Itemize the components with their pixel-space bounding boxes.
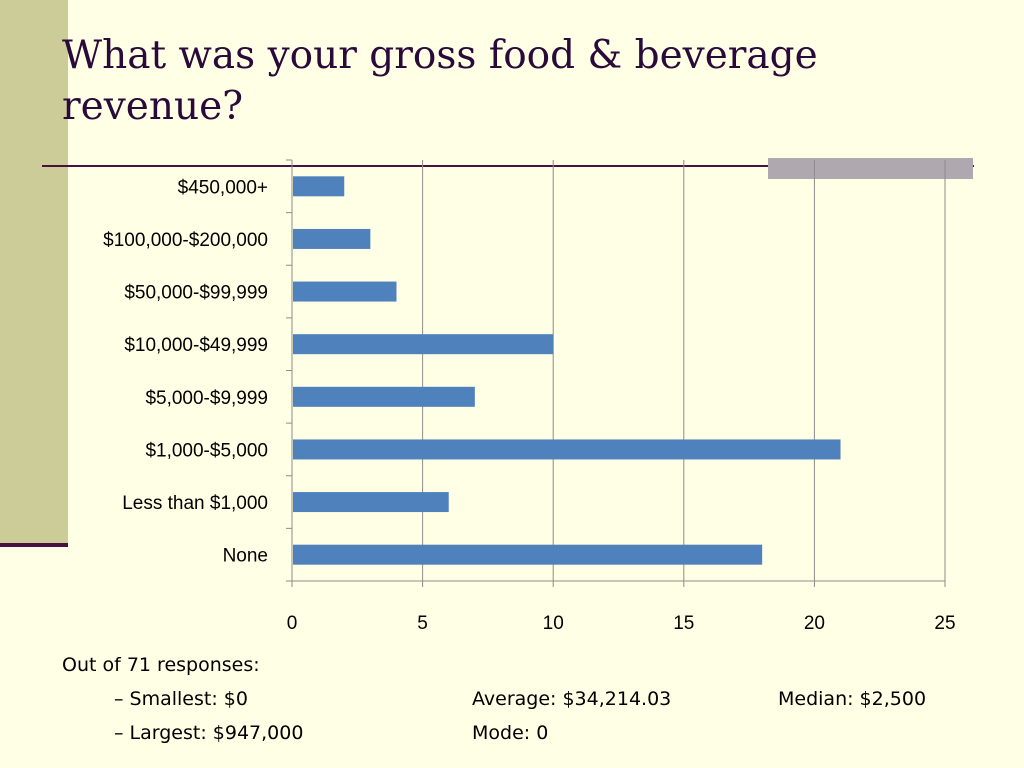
category-label-2: $50,000-$99,999 — [124, 283, 268, 304]
stat-mode: Mode: 0 — [472, 722, 549, 744]
x-tick-label-0: 0 — [287, 613, 298, 634]
bar-0 — [293, 176, 345, 197]
bar-2 — [293, 281, 397, 302]
bar-6 — [293, 492, 449, 513]
bar-4 — [293, 386, 475, 407]
bar-5 — [293, 439, 841, 460]
stat-smallest: – Smallest: $0 — [114, 688, 248, 710]
x-tick-label-1: 5 — [417, 613, 428, 634]
category-label-4: $5,000-$9,999 — [145, 388, 268, 409]
x-tick-label-2: 10 — [543, 613, 564, 634]
bar-1 — [293, 228, 371, 249]
category-label-6: Less than $1,000 — [122, 493, 268, 514]
category-label-5: $1,000-$5,000 — [145, 440, 268, 461]
stat-average: Average: $34,214.03 — [472, 688, 672, 710]
category-label-7: None — [223, 546, 268, 567]
bar-3 — [293, 334, 554, 355]
x-tick-label-5: 25 — [934, 613, 955, 634]
x-tick-label-4: 20 — [804, 613, 825, 634]
category-label-0: $450,000+ — [178, 177, 268, 198]
x-tick-label-3: 15 — [673, 613, 694, 634]
category-label-3: $10,000-$49,999 — [124, 335, 268, 356]
stats-heading: Out of 71 responses: — [62, 654, 260, 676]
stat-median: Median: $2,500 — [778, 688, 927, 710]
bar-7 — [293, 544, 763, 565]
slide-title: What was your gross food & beverage reve… — [62, 33, 818, 129]
category-label-1: $100,000-$200,000 — [103, 230, 268, 251]
title-divider — [42, 165, 974, 167]
side-accent-bar — [0, 0, 68, 546]
side-accent-line — [0, 543, 68, 547]
title-accent-block — [768, 158, 973, 179]
stat-largest: – Largest: $947,000 — [114, 722, 304, 744]
